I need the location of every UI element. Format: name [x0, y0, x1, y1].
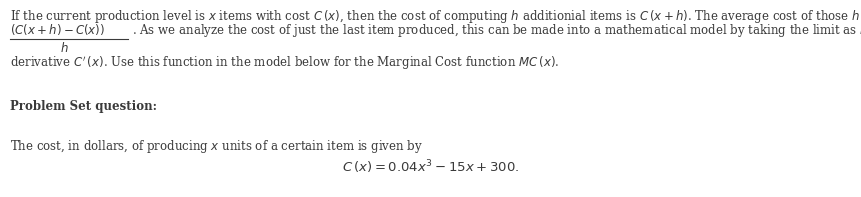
Text: $C\,(x) = 0.04x^3 - 15x + 300.$: $C\,(x) = 0.04x^3 - 15x + 300.$: [342, 158, 519, 176]
Text: If the current production level is $x$ items with cost $C\,(x)$, then the cost o: If the current production level is $x$ i…: [10, 8, 861, 25]
Text: $h$: $h$: [60, 41, 69, 55]
Text: . As we analyze the cost of just the last item produced, this can be made into a: . As we analyze the cost of just the las…: [132, 22, 861, 39]
Text: The cost, in dollars, of producing $x$ units of a certain item is given by: The cost, in dollars, of producing $x$ u…: [10, 138, 423, 155]
Text: derivative $C^{\prime}\,(x)$. Use this function in the model below for the Margi: derivative $C^{\prime}\,(x)$. Use this f…: [10, 55, 559, 72]
Text: Problem Set question:: Problem Set question:: [10, 100, 157, 113]
Text: $(C(x+h)-C(x))$: $(C(x+h)-C(x))$: [10, 22, 105, 37]
